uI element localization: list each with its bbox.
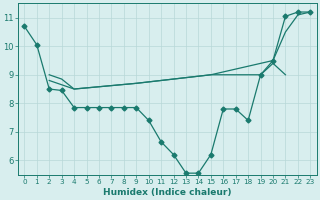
X-axis label: Humidex (Indice chaleur): Humidex (Indice chaleur)	[103, 188, 232, 197]
